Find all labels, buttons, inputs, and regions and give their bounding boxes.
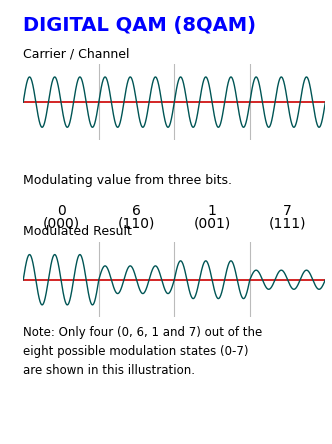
Text: 6: 6 [132,203,141,218]
Text: DIGITAL QAM (8QAM): DIGITAL QAM (8QAM) [23,16,256,35]
Text: 7: 7 [283,203,292,218]
Text: (111): (111) [269,217,306,231]
Text: (110): (110) [118,217,155,231]
Text: Carrier / Channel: Carrier / Channel [23,48,130,61]
Text: Modulating value from three bits.: Modulating value from three bits. [23,174,232,187]
Text: 1: 1 [208,203,216,218]
Text: 0: 0 [57,203,65,218]
Text: Note: Only four (0, 6, 1 and 7) out of the
eight possible modulation states (0-7: Note: Only four (0, 6, 1 and 7) out of t… [23,326,263,377]
Text: (000): (000) [42,217,80,231]
Text: Modulated Result: Modulated Result [23,226,132,238]
Text: (001): (001) [194,217,231,231]
